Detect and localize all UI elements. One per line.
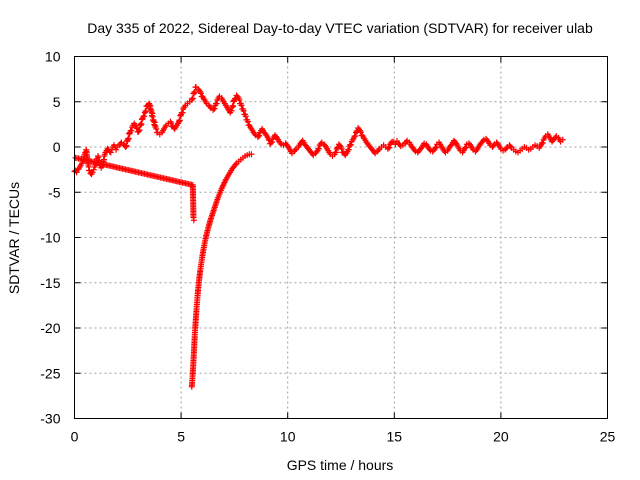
data-point bbox=[494, 140, 501, 147]
data-point bbox=[484, 137, 491, 144]
data-point bbox=[244, 118, 251, 125]
data-point bbox=[240, 107, 247, 114]
x-tick-label: 0 bbox=[71, 429, 79, 445]
data-point bbox=[283, 141, 290, 148]
data-points bbox=[71, 84, 566, 390]
grid bbox=[74, 56, 608, 419]
data-point bbox=[176, 117, 183, 124]
y-tick-label: -5 bbox=[48, 184, 61, 200]
data-point bbox=[107, 149, 114, 156]
data-point bbox=[463, 144, 470, 151]
y-tick-label: -20 bbox=[40, 320, 60, 336]
x-tick-labels: 0 5 10 15 20 25 bbox=[71, 429, 616, 445]
data-point bbox=[490, 142, 497, 149]
data-point bbox=[234, 93, 241, 100]
y-tick-labels: -30 -25 -20 -15 -10 -5 0 5 10 bbox=[40, 49, 60, 427]
x-tick-label: 5 bbox=[177, 429, 185, 445]
data-point bbox=[242, 113, 249, 120]
data-point bbox=[292, 147, 299, 154]
data-point bbox=[262, 130, 269, 137]
data-point bbox=[277, 139, 284, 146]
data-point bbox=[473, 147, 480, 154]
data-point bbox=[386, 144, 393, 151]
data-point bbox=[315, 145, 322, 152]
data-point bbox=[248, 151, 255, 158]
data-point bbox=[141, 113, 148, 120]
data-point bbox=[352, 133, 359, 140]
data-point bbox=[136, 127, 143, 134]
data-point bbox=[345, 146, 352, 153]
data-point bbox=[168, 120, 175, 127]
data-point bbox=[322, 142, 329, 149]
data-point bbox=[138, 121, 145, 128]
data-point bbox=[417, 145, 424, 152]
data-point bbox=[123, 142, 130, 149]
data-point bbox=[211, 105, 218, 112]
data-point bbox=[256, 132, 263, 139]
axis-ticks bbox=[74, 56, 608, 419]
data-point bbox=[269, 139, 276, 146]
data-point bbox=[479, 138, 486, 145]
data-point bbox=[190, 217, 197, 224]
y-tick-label: -25 bbox=[40, 365, 60, 381]
x-tick-label: 20 bbox=[493, 429, 509, 445]
y-tick-label: 0 bbox=[53, 139, 61, 155]
data-point bbox=[238, 102, 245, 109]
data-point bbox=[128, 127, 135, 134]
y-tick-label: 10 bbox=[45, 49, 61, 65]
data-point bbox=[232, 161, 239, 168]
data-point bbox=[388, 139, 395, 146]
data-point bbox=[313, 148, 320, 155]
data-point bbox=[447, 142, 454, 149]
x-tick-label: 10 bbox=[280, 429, 296, 445]
y-tick-label: -15 bbox=[40, 275, 60, 291]
data-point bbox=[89, 169, 96, 176]
data-point bbox=[559, 136, 566, 143]
data-point bbox=[86, 167, 93, 174]
x-tick-label: 25 bbox=[600, 429, 616, 445]
data-point bbox=[153, 125, 160, 132]
data-point bbox=[191, 89, 198, 96]
data-point bbox=[333, 149, 340, 156]
data-point bbox=[228, 107, 235, 114]
data-point bbox=[426, 146, 433, 153]
y-tick-label: 5 bbox=[53, 94, 61, 110]
data-point bbox=[466, 141, 473, 148]
data-point bbox=[90, 166, 97, 173]
data-point bbox=[433, 144, 440, 151]
data-point bbox=[197, 90, 204, 97]
data-point bbox=[236, 96, 243, 103]
y-tick-label: -30 bbox=[40, 411, 60, 427]
data-point bbox=[503, 145, 510, 152]
y-tick-label: -10 bbox=[40, 230, 60, 246]
y-axis-label: SDTVAR / TECUs bbox=[6, 182, 22, 294]
data-point bbox=[507, 143, 514, 150]
data-point bbox=[452, 139, 459, 146]
x-axis-label: GPS time / hours bbox=[287, 457, 394, 473]
data-point bbox=[251, 130, 258, 137]
data-point bbox=[357, 129, 364, 136]
data-point bbox=[539, 140, 546, 147]
data-point bbox=[125, 135, 132, 142]
x-tick-label: 15 bbox=[387, 429, 403, 445]
data-point bbox=[336, 142, 343, 149]
data-point bbox=[347, 141, 354, 148]
data-point bbox=[113, 146, 120, 153]
data-point bbox=[179, 109, 186, 116]
data-point bbox=[375, 147, 382, 154]
data-point bbox=[213, 100, 220, 107]
chart-title: Day 335 of 2022, Sidereal Day-to-day VTE… bbox=[87, 20, 593, 36]
data-point bbox=[230, 103, 237, 110]
data-point bbox=[206, 103, 213, 110]
data-point bbox=[142, 108, 149, 115]
data-point bbox=[338, 145, 345, 152]
data-point bbox=[411, 147, 418, 154]
data-point bbox=[189, 95, 196, 102]
data-point bbox=[272, 133, 279, 140]
